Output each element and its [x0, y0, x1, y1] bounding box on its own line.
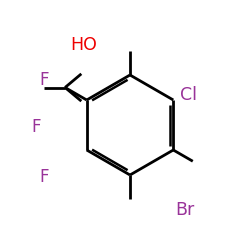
Text: Cl: Cl — [180, 86, 197, 104]
Text: F: F — [39, 71, 49, 89]
Text: HO: HO — [71, 36, 98, 54]
Text: F: F — [32, 118, 41, 136]
Text: Br: Br — [175, 201, 194, 219]
Text: F: F — [39, 168, 49, 186]
